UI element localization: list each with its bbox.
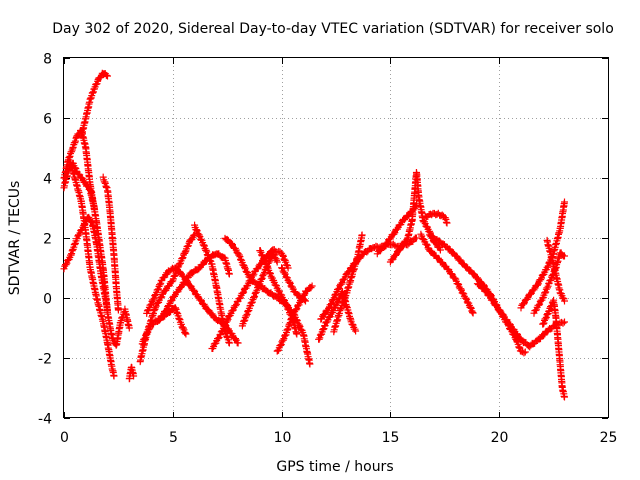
grid [64,58,608,418]
x-tick-label: 0 [60,430,69,446]
data-point-markers [517,198,568,312]
data-point-markers [69,159,98,212]
series-track [473,280,568,351]
y-tick-label: -2 [38,352,52,368]
y-tick-label: 8 [43,52,52,68]
y-tick-label: 6 [43,112,52,128]
series-track [60,158,118,380]
data-point-markers [543,236,568,305]
x-axis-label: GPS time / hours [276,459,393,475]
data-point-markers [330,231,366,336]
series-track [517,198,568,312]
y-tick-label: 2 [43,232,52,248]
series-track [99,173,122,314]
y-axis-label: SDTVAR / TECUs [7,181,23,296]
series-track [539,296,568,401]
series-track [77,69,111,139]
y-tick-label: 0 [43,292,52,308]
series-track [60,213,111,314]
data-point-markers [473,280,568,351]
y-tick-label: -4 [38,412,52,428]
series-track [543,236,568,305]
data-point-markers [99,173,122,314]
series-track [417,230,477,317]
data-point-markers [191,221,233,347]
plot-frame [63,57,609,418]
data-point-markers [60,158,118,380]
series-track [330,231,366,336]
series-track [125,363,138,383]
series-track [69,159,98,212]
x-tick-label: 15 [382,430,400,446]
x-tick-label: 25 [600,430,618,446]
series-track [273,282,316,355]
series-track [143,264,242,347]
data-point-markers [77,69,111,139]
data-point-markers [238,250,281,330]
series-track [191,221,233,347]
data-point-markers [125,363,138,383]
y-tick-label: 4 [43,172,52,188]
x-tick-label: 20 [491,430,509,446]
series-track [154,250,233,325]
series-track [421,209,451,227]
data-point-markers [273,282,316,355]
data-point-markers [417,230,477,317]
chart-title: Day 302 of 2020, Sidereal Day-to-day VTE… [52,21,614,37]
data-point-markers [60,213,111,314]
data-point-markers [539,296,568,401]
data-point-markers [154,250,233,325]
data-point-markers [421,209,451,227]
axis-ticks: 0 5 10 15 20 25 -4 -2 0 2 4 6 8 [38,52,617,447]
x-tick-label: 10 [274,430,292,446]
series-track [238,250,281,330]
x-tick-label: 5 [169,430,178,446]
data-point-markers [143,264,242,347]
data-points [60,69,568,401]
